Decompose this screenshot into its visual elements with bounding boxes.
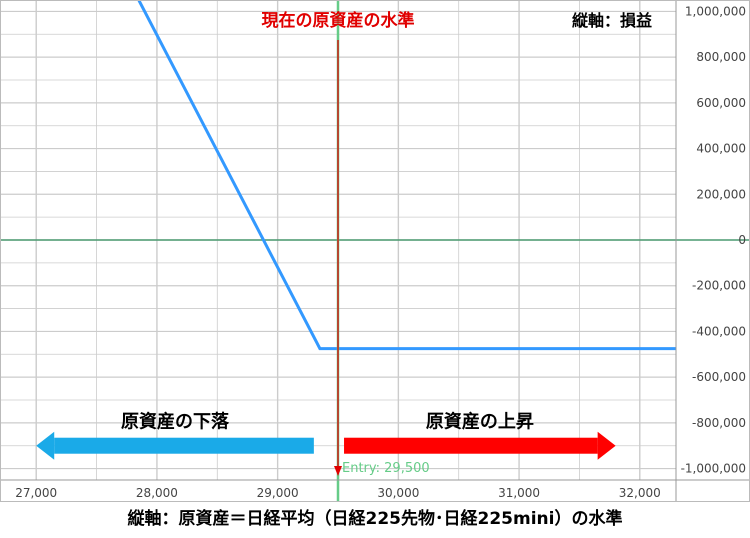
x-tick-label: 32,000 bbox=[619, 486, 661, 500]
x-tick-label: 30,000 bbox=[377, 486, 419, 500]
y-axis-label: 縦軸：損益 bbox=[572, 11, 652, 30]
up-arrow-head bbox=[597, 431, 616, 460]
y-tick-label: 200,000 bbox=[696, 187, 746, 201]
y-tick-label: -600,000 bbox=[692, 370, 746, 384]
chart-title: 現在の原資産の水準 bbox=[262, 10, 415, 31]
grid-layer bbox=[0, 0, 750, 502]
y-tick-label: 1,000,000 bbox=[685, 4, 746, 18]
x-axis-caption: 縦軸：原資産＝日経平均（日経225先物･日経225mini）の水準 bbox=[127, 509, 623, 529]
y-tick-label: 600,000 bbox=[696, 96, 746, 110]
down-arrow-head bbox=[36, 431, 55, 460]
entry-label: Entry: 29,500 bbox=[342, 461, 430, 476]
arrow-layer bbox=[36, 431, 616, 460]
y-tick-label: 800,000 bbox=[696, 50, 746, 64]
text-layer: 1,000,000 800,000 600,000 400,000 200,000 0 -2… bbox=[15, 4, 746, 500]
up-arrow-label: 原資産の上昇 bbox=[426, 411, 534, 433]
x-tick-label: 31,000 bbox=[498, 486, 540, 500]
marker-layer bbox=[334, 0, 342, 502]
down-arrow-label: 原資産の下落 bbox=[121, 411, 230, 433]
down-arrow-shaft bbox=[54, 437, 314, 454]
series-layer bbox=[137, 0, 676, 351]
y-tick-label: -1,000,000 bbox=[681, 462, 746, 476]
x-tick-label: 29,000 bbox=[257, 486, 299, 500]
current-level-arrowhead bbox=[334, 466, 342, 476]
y-tick-label: 0 bbox=[738, 233, 746, 247]
y-tick-label: 400,000 bbox=[696, 142, 746, 156]
payoff-line bbox=[137, 0, 676, 351]
plot-background bbox=[0, 0, 750, 502]
x-tick-label: 27,000 bbox=[15, 486, 57, 500]
y-tick-label: -800,000 bbox=[692, 416, 746, 430]
y-tick-label: -400,000 bbox=[692, 324, 746, 338]
y-tick-label: -200,000 bbox=[692, 279, 746, 293]
up-arrow-shaft bbox=[344, 437, 598, 454]
x-tick-label: 28,000 bbox=[136, 486, 178, 500]
